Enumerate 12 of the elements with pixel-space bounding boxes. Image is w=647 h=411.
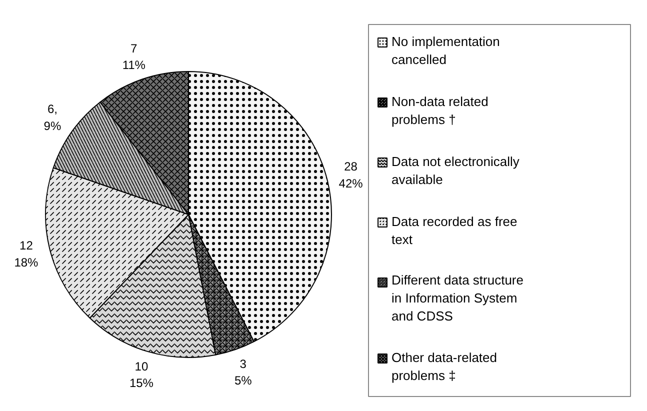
data-label: 6, 9% (44, 102, 62, 134)
legend-label: Data not electronically available (392, 154, 520, 187)
legend-label: Different data structure in Information System and CDSS (392, 272, 524, 324)
legend-label: Non-data related problems † (392, 94, 488, 127)
legend-label: Data recorded as free text (392, 214, 518, 247)
data-label: 3 5% (234, 356, 252, 388)
legend-label: Other data-related problems ‡ (392, 350, 498, 383)
data-label: 7 11% (122, 41, 146, 72)
legend-label: No implementation cancelled (392, 34, 500, 67)
data-label: 12 18% (14, 238, 39, 270)
data-label: 28 42% (338, 160, 364, 191)
data-label: 10 15% (129, 359, 154, 390)
